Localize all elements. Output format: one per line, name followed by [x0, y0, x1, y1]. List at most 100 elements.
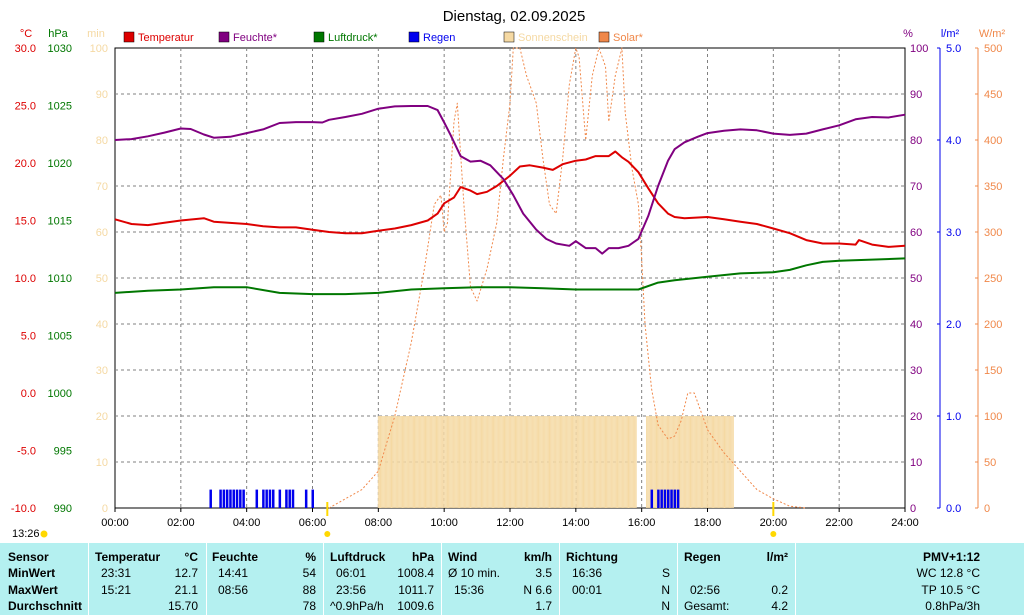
- legend-label-sunshine: Sonnenschein: [518, 32, 588, 44]
- humidity-tick-label: 80: [910, 135, 922, 147]
- minutes-tick-label: 70: [96, 181, 108, 193]
- rain-unit: l/m²: [766, 550, 788, 564]
- temperature-max-value: 21.1: [174, 583, 198, 597]
- temperature-unit: °C: [184, 550, 198, 564]
- pmv-windchill: WC 12.8 °C: [916, 566, 980, 580]
- rain-bar: [229, 489, 232, 508]
- humidity-tick-label: 30: [910, 365, 922, 377]
- minutes-tick-label: 40: [96, 319, 108, 331]
- legend-swatch-temperature: [123, 31, 135, 43]
- pressure-tick-label: 1020: [48, 158, 72, 170]
- humidity-min-time: 14:41: [218, 566, 249, 580]
- rain-header: Regen: [684, 550, 721, 564]
- rain-tick-label: 1.0: [946, 411, 961, 423]
- wind-max-time: 15:36: [454, 583, 485, 597]
- pressure-unit: hPa: [411, 550, 434, 564]
- minutes-tick-label: 30: [96, 365, 108, 377]
- rain-tick-label: 0.0: [946, 503, 961, 515]
- current-time-label: 13:26: [12, 528, 40, 540]
- x-tick-label: 08:00: [365, 517, 393, 529]
- current-time-dot: [40, 530, 48, 538]
- legend-swatch-sunshine: [503, 31, 515, 43]
- temperature-line: [114, 150, 906, 248]
- sunset-marker-dot: [770, 531, 777, 537]
- x-tick-label: 20:00: [760, 517, 788, 529]
- pressure-max-value: 1011.7: [398, 583, 434, 597]
- rain-max-value: 0.2: [771, 583, 788, 597]
- minutes-tick-label: 20: [96, 411, 108, 423]
- rain-bar: [278, 489, 282, 508]
- rain-bar: [262, 489, 265, 508]
- rain-bar: [265, 489, 268, 508]
- wind-avg-label: Ø 10 min.: [448, 566, 501, 580]
- solar-tick-label: 50: [984, 457, 996, 469]
- humidity-tick-label: 40: [910, 319, 922, 331]
- temp-tick-label: 10.0: [15, 273, 36, 285]
- rain-total-value: 4.2: [771, 599, 788, 613]
- chart-legend: Temperatur Feuchte* Luftdruck* Regen Sonnens…: [123, 31, 644, 44]
- rain-bar: [268, 489, 272, 508]
- legend-label-temperature: Temperatur: [138, 32, 194, 44]
- solar-tick-label: 350: [984, 181, 1002, 193]
- legend-swatch-rain: [408, 31, 420, 43]
- solar-tick-label: 500: [984, 43, 1002, 55]
- minutes-tick-label: 0: [102, 503, 108, 515]
- rain-bar: [670, 489, 673, 508]
- x-tick-label: 06:00: [299, 517, 327, 529]
- sunshine-bars: [377, 416, 734, 508]
- pressure-tick-label: 1005: [48, 331, 72, 343]
- sensor-header: Sensor: [8, 550, 49, 564]
- pressure-tick-label: 1015: [48, 216, 72, 228]
- rain-bar: [222, 489, 226, 508]
- pressure-tick-label: 1025: [48, 101, 72, 113]
- rain-bar: [219, 489, 222, 508]
- rain-bar: [667, 489, 670, 508]
- humidity-unit: %: [305, 550, 316, 564]
- minutes-tick-label: 100: [90, 43, 108, 55]
- rain-max-time: 02:56: [690, 583, 721, 597]
- humidity-tick-label: 50: [910, 273, 922, 285]
- humidity-avg-value: 78: [302, 599, 316, 613]
- rain-tick-label: 3.0: [946, 227, 961, 239]
- pmv-header: PMV+1:12: [922, 550, 980, 564]
- rain-bars: [209, 489, 680, 508]
- temp-tick-label: -10.0: [11, 503, 36, 515]
- wind-unit: km/h: [523, 550, 552, 564]
- axis-unit-labels: °C hPa min% l/m² W/m²: [20, 28, 1006, 40]
- rain-bar: [272, 489, 275, 508]
- axis-ticks: 00:00 02:00 04:00 06:00 08:00 10:00 12:00 14:00…: [11, 43, 1002, 529]
- minutes-unit-label: min: [87, 28, 105, 40]
- rain-bar: [650, 489, 654, 508]
- pressure-header: Luftdruck: [330, 550, 386, 564]
- solar-tick-label: 100: [984, 411, 1002, 423]
- wind-header: Wind: [448, 550, 478, 564]
- x-tick-label: 00:00: [101, 517, 129, 529]
- legend-label-pressure: Luftdruck*: [328, 32, 378, 44]
- rain-bar: [239, 489, 242, 508]
- solar-unit-label: W/m²: [979, 28, 1006, 40]
- temp-tick-label: 25.0: [15, 101, 36, 113]
- temp-tick-label: 20.0: [15, 158, 36, 170]
- x-tick-label: 14:00: [562, 517, 590, 529]
- minutes-tick-label: 50: [96, 273, 108, 285]
- rain-bar: [311, 489, 314, 508]
- temp-tick-label: 30.0: [15, 43, 36, 55]
- temperature-min-time: 23:31: [101, 566, 132, 580]
- x-tick-label: 22:00: [825, 517, 853, 529]
- x-tick-label: 24:00: [891, 517, 919, 529]
- solar-tick-label: 300: [984, 227, 1002, 239]
- row-label-min: MinWert: [8, 566, 56, 580]
- humidity-header: Feuchte: [212, 550, 259, 564]
- temperature-min-value: 12.7: [174, 566, 198, 580]
- weather-chart: Dienstag, 02.09.2025 °C hPa min% l/m² W/m² T…: [11, 8, 1006, 540]
- minutes-tick-label: 10: [96, 457, 108, 469]
- rain-tick-label: 2.0: [946, 319, 961, 331]
- humidity-min-value: 54: [302, 566, 316, 580]
- rain-bar: [235, 489, 239, 508]
- legend-swatch-solar: [598, 31, 610, 43]
- humidity-max-value: 88: [302, 583, 316, 597]
- humidity-tick-label: 20: [910, 411, 922, 423]
- solar-tick-label: 200: [984, 319, 1002, 331]
- humidity-unit-label: %: [903, 28, 913, 40]
- solar-tick-label: 0: [984, 503, 990, 515]
